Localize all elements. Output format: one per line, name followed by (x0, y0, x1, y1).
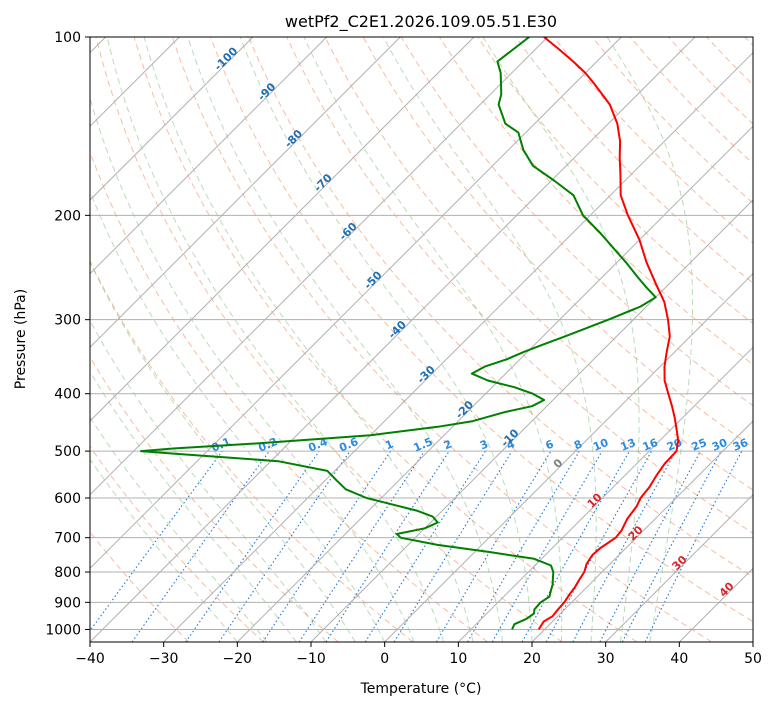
moist-adiabat (143, 37, 474, 642)
dry-adiabat (90, 356, 339, 642)
moist-adiabat (187, 37, 503, 642)
mixing-ratio-label: 13 (619, 436, 638, 454)
x-axis-title: Temperature (°C) (360, 681, 482, 697)
x-tick-label: 30 (597, 651, 615, 667)
x-tick-label: −30 (149, 651, 179, 667)
mixing-ratio-line (298, 450, 425, 642)
mixing-ratio-line (90, 450, 223, 632)
dry-adiabat (95, 37, 563, 642)
x-tick-label: 0 (380, 651, 389, 667)
y-tick-label: 400 (54, 387, 81, 403)
y-tick-label: 500 (54, 444, 81, 460)
x-tick-label: 40 (670, 651, 688, 667)
y-tick-label: 200 (54, 208, 81, 224)
moist-adiabat (482, 37, 640, 642)
x-tick-label: −10 (296, 651, 326, 667)
moist-adiabat (382, 37, 597, 642)
moist-adiabat (106, 37, 445, 642)
y-tick-label: 100 (54, 30, 81, 46)
mixing-ratio-line (545, 450, 653, 642)
dry-adiabats (90, 37, 753, 642)
mixing-ratio-label: 20 (665, 436, 684, 454)
y-tick-label: 700 (54, 531, 81, 547)
mixing-ratio-line (218, 450, 351, 642)
isotherm-gridline (90, 37, 254, 201)
dry-adiabat (515, 37, 753, 284)
isotherm-gridline (90, 37, 475, 422)
dry-adiabat (324, 37, 753, 491)
isotherm-gridline (90, 37, 328, 275)
isotherm-gridline (90, 37, 549, 496)
isotherm-gridline (310, 199, 753, 642)
isotherm-gridline (531, 420, 753, 642)
dry-adiabat (90, 259, 414, 642)
isotherm-gridlines (90, 37, 753, 642)
moist-adiabat (90, 260, 356, 642)
mixing-ratio-label: 36 (731, 436, 750, 454)
mixing-ratio-label: 25 (690, 436, 709, 454)
mixing-ratio-lines (90, 450, 743, 642)
mixing-ratio-line (262, 450, 392, 642)
moist-adiabat (90, 319, 327, 642)
isotherm-gridline (90, 37, 696, 642)
x-tick-label: 10 (449, 651, 467, 667)
mixing-ratio-line (521, 450, 630, 642)
x-tick-label: −40 (75, 651, 105, 667)
mixing-ratio-line (393, 450, 513, 642)
temperature-line (537, 37, 680, 630)
mixing-ratio-label: 10 (591, 436, 610, 454)
y-axis-title: Pressure (hPa) (13, 289, 29, 389)
mixing-ratio-line (572, 450, 677, 642)
isotherm-gridline (236, 125, 753, 642)
isotherm-gridline (605, 493, 753, 642)
axes: −40 −30 −20 −10 0 10 20 30 40 50 1000 900 800 700 600 5… (45, 30, 762, 667)
dewpoint-line (139, 37, 657, 630)
moist-adiabat (606, 37, 693, 642)
pressure-gridlines (90, 37, 753, 630)
x-tick-label: −20 (223, 651, 253, 667)
mixing-ratio-line (644, 450, 743, 642)
y-tick-label: 600 (54, 491, 81, 507)
moist-adiabat (90, 189, 386, 642)
dry-adiabat (171, 37, 712, 642)
moist-adiabat (303, 37, 563, 642)
mixing-ratio-line (325, 450, 450, 642)
x-tick-label: 20 (523, 651, 541, 667)
moist-adiabat (239, 37, 533, 642)
moist-adiabat (90, 416, 268, 642)
y-tick-label: 1000 (45, 622, 81, 638)
mixing-ratio-label: 30 (710, 436, 729, 454)
chart-title: wetPf2_C2E1.2026.109.05.51.E30 (285, 12, 557, 32)
profile-series (139, 37, 680, 630)
mixing-ratio-label: 16 (641, 436, 660, 454)
plot-frame (89, 36, 754, 643)
mixing-ratio-line (185, 450, 320, 642)
moist-adiabat (90, 458, 238, 642)
moist-adiabat (90, 370, 297, 642)
dry-adiabat (133, 37, 638, 642)
dry-adiabat (210, 37, 753, 623)
isotherm-gridline (163, 51, 753, 642)
dry-adiabat (286, 37, 753, 534)
x-tick-label: 50 (744, 651, 762, 667)
mixing-ratio-line (131, 450, 270, 642)
isotherm-gridline (457, 346, 753, 642)
y-tick-label: 900 (54, 595, 81, 611)
y-tick-label: 800 (54, 565, 81, 581)
y-tick-label: 300 (54, 313, 81, 329)
isotherm-gridline (90, 37, 401, 349)
dry-adiabat (248, 37, 753, 578)
dry-adiabat (90, 445, 264, 642)
isotherm-gridline (384, 272, 753, 642)
